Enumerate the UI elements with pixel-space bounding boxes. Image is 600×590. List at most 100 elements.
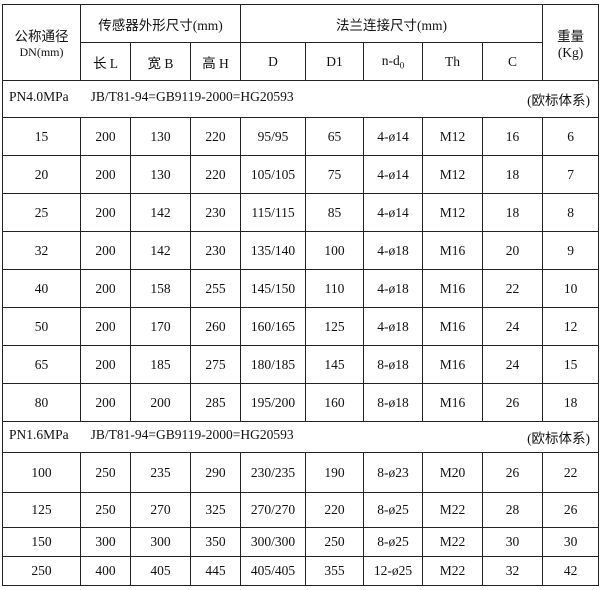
table-cell: M16 [422, 345, 484, 384]
table-cell: 255 [189, 269, 242, 308]
table-cell: M22 [422, 492, 484, 528]
table-cell: 110 [305, 269, 365, 308]
table-cell: 350 [189, 527, 242, 557]
table-cell: 20 [2, 155, 81, 194]
table-cell: 100 [2, 452, 81, 493]
table-cell: 135/140 [240, 231, 307, 270]
table-cell: 290 [189, 452, 242, 493]
table-cell: 4-ø18 [363, 269, 424, 308]
table-cell: 200 [80, 193, 131, 232]
table-cell: 95/95 [240, 117, 307, 156]
table-row: 40 200 158 255 145/150 110 4-ø18 M16 22 10 [2, 269, 600, 308]
table-cell: 65 [305, 117, 365, 156]
standard: JB/T81-94=GB9119-2000=HG20593 [90, 89, 294, 104]
table-cell: 285 [189, 383, 242, 422]
table-cell: 65 [2, 345, 81, 384]
table-cell: 200 [80, 155, 131, 194]
table-cell: M12 [422, 155, 484, 194]
table-cell: 445 [189, 556, 242, 586]
table-cell: 75 [305, 155, 365, 194]
table-cell: 8-ø18 [363, 345, 424, 384]
table-cell: M16 [422, 231, 484, 270]
table-cell: 200 [80, 307, 131, 346]
header-row-2: 长 L 宽 B 高 H D D1 n-d0 Th C [3, 42, 599, 81]
table-cell: 18 [542, 383, 600, 422]
table-cell: 18 [482, 193, 544, 232]
weight-header: 重量 (Kg) [542, 4, 600, 81]
col-header: n-d0 [363, 42, 424, 81]
table-cell: 355 [305, 556, 365, 586]
table-cell: 270 [130, 492, 191, 528]
table-cell: 42 [542, 556, 600, 586]
table-cell: 145 [305, 345, 365, 384]
table-cell: 220 [305, 492, 365, 528]
weight-unit: (Kg) [557, 44, 584, 60]
table-cell: 300 [80, 527, 131, 557]
table-cell: 9 [542, 231, 600, 270]
table-row: 100 250 235 290 230/235 190 8-ø23 M20 26 22 [2, 452, 600, 493]
table-cell: 22 [542, 452, 600, 493]
table-cell: 16 [482, 117, 544, 156]
table-cell: 10 [542, 269, 600, 308]
dn-label: 公称通径 [14, 29, 69, 44]
table-cell: 8-ø23 [363, 452, 424, 493]
table-cell: 275 [189, 345, 242, 384]
table-cell: 130 [130, 155, 191, 194]
table-cell: 158 [130, 269, 191, 308]
table-cell: 22 [482, 269, 544, 308]
table-cell: 150 [2, 527, 81, 557]
section-header: PN1.6MPa JB/T81-94=GB9119-2000=HG20593 (欧标… [1, 421, 600, 453]
table-cell: 200 [80, 117, 131, 156]
table-cell: 270/270 [240, 492, 307, 528]
flange-dimension-table: 公称通径 DN(mm) 传感器外形尺寸(mm) 法兰连接尺寸(mm) 重量 (Kg)… [1, 4, 600, 586]
section-header: PN4.0MPa JB/T81-94=GB9119-2000=HG20593 (欧标… [1, 80, 600, 118]
table-cell: M20 [422, 452, 484, 493]
table-cell: 7 [542, 155, 600, 194]
table-cell: 160 [305, 383, 365, 422]
col-header: D [240, 42, 307, 81]
table-cell: 115/115 [240, 193, 307, 232]
nd-subscript: 0 [399, 60, 405, 71]
table-cell: 4-ø18 [363, 231, 424, 270]
nd-label: n-d [381, 52, 400, 68]
table-cell: 8 [542, 193, 600, 232]
table-cell: 170 [130, 307, 191, 346]
flange-group-header: 法兰连接尺寸(mm) [240, 4, 544, 43]
table-cell: 8-ø18 [363, 383, 424, 422]
table-cell: 405 [130, 556, 191, 586]
table-cell: 32 [2, 231, 81, 270]
table-cell: 235 [130, 452, 191, 493]
table-cell: M16 [422, 383, 484, 422]
table-cell: 190 [305, 452, 365, 493]
table-cell: 8-ø25 [363, 527, 424, 557]
standard-system: (欧标体系) [527, 431, 591, 446]
table-cell: 30 [482, 527, 544, 557]
table-cell: 100 [305, 231, 365, 270]
dn-unit: DN(mm) [19, 45, 64, 59]
table-cell: 4-ø14 [363, 117, 424, 156]
table-cell: 145/150 [240, 269, 307, 308]
table-row: 65 200 185 275 180/185 145 8-ø18 M16 24 15 [2, 345, 600, 384]
table-cell: 250 [80, 492, 131, 528]
table-row: 80 200 200 285 195/200 160 8-ø18 M16 26 18 [2, 383, 600, 422]
table-cell: 24 [482, 307, 544, 346]
table-cell: 15 [542, 345, 600, 384]
table-row: 125 250 270 325 270/270 220 8-ø25 M22 28 26 [2, 492, 600, 528]
col-header: D1 [305, 42, 365, 81]
header-row-1: 公称通径 DN(mm) 传感器外形尺寸(mm) 法兰连接尺寸(mm) 重量 (Kg) [2, 4, 600, 81]
table-row: 32 200 142 230 135/140 100 4-ø18 M16 20 9 [2, 231, 600, 270]
table-cell: 24 [482, 345, 544, 384]
table-cell: 220 [189, 155, 242, 194]
table-cell: 405/405 [240, 556, 307, 586]
table-row: 250 400 405 445 405/405 355 12-ø25 M22 32 42 [2, 556, 600, 586]
section-row: PN1.6MPa JB/T81-94=GB9119-2000=HG20593 (欧标… [1, 421, 600, 453]
table-row: 150 300 300 350 300/300 250 8-ø25 M22 30 30 [2, 527, 600, 557]
standard: JB/T81-94=GB9119-2000=HG20593 [90, 427, 294, 442]
table-cell: 4-ø14 [363, 155, 424, 194]
table-row: 50 200 170 260 160/165 125 4-ø18 M16 24 12 [2, 307, 600, 346]
table-cell: M16 [422, 269, 484, 308]
table-cell: 195/200 [240, 383, 307, 422]
table-cell: 400 [80, 556, 131, 586]
table-cell: 325 [189, 492, 242, 528]
table-cell: 230 [189, 193, 242, 232]
